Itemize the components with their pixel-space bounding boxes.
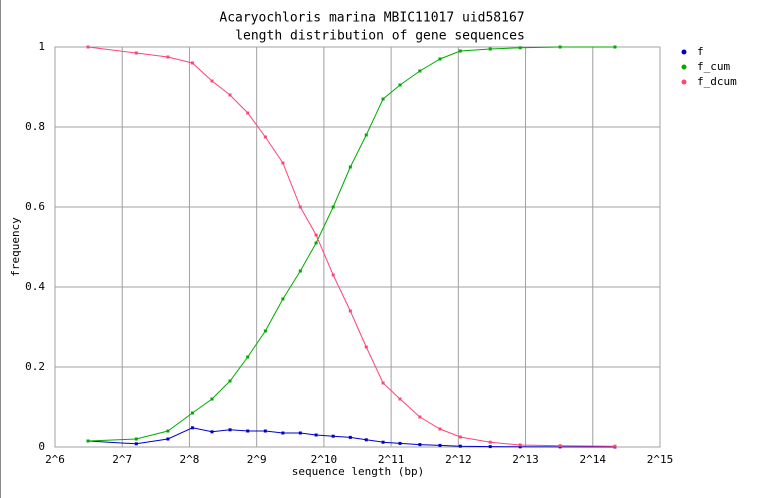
data-point bbox=[331, 434, 335, 438]
data-point bbox=[228, 379, 232, 383]
data-point bbox=[364, 345, 368, 349]
data-point bbox=[314, 233, 318, 237]
data-point bbox=[488, 445, 492, 449]
y-tick-label: 0.6 bbox=[25, 200, 45, 213]
data-point bbox=[458, 49, 462, 53]
data-point bbox=[246, 355, 250, 359]
y-tick-label: 0 bbox=[38, 440, 45, 453]
data-point bbox=[558, 444, 562, 448]
data-point bbox=[210, 430, 214, 434]
data-point bbox=[381, 381, 385, 385]
data-point bbox=[381, 440, 385, 444]
y-tick-label: 0.4 bbox=[25, 280, 45, 293]
x-tick-label: 2^9 bbox=[247, 453, 267, 466]
data-point bbox=[488, 440, 492, 444]
legend-marker bbox=[681, 79, 687, 85]
data-point bbox=[298, 269, 302, 273]
chart-title: Acaryochloris marina MBIC11017 uid58167 bbox=[219, 11, 524, 26]
x-tick-label: 2^10 bbox=[311, 453, 338, 466]
data-point bbox=[331, 205, 335, 209]
data-point bbox=[314, 433, 318, 437]
data-point bbox=[418, 415, 422, 419]
data-point bbox=[166, 429, 170, 433]
data-point bbox=[613, 444, 617, 448]
data-point bbox=[190, 426, 194, 430]
data-point bbox=[246, 429, 250, 433]
x-axis-label: sequence length (bp) bbox=[292, 465, 424, 478]
data-point bbox=[134, 51, 138, 55]
data-point bbox=[281, 297, 285, 301]
data-point bbox=[134, 437, 138, 441]
data-point bbox=[488, 47, 492, 51]
data-point bbox=[86, 45, 90, 49]
data-point bbox=[190, 61, 194, 65]
data-point bbox=[246, 111, 250, 115]
data-point bbox=[398, 441, 402, 445]
data-point bbox=[190, 411, 194, 415]
data-point bbox=[210, 79, 214, 83]
y-tick-label: 1 bbox=[38, 40, 45, 53]
data-point bbox=[458, 435, 462, 439]
data-point bbox=[398, 397, 402, 401]
data-point bbox=[398, 83, 402, 87]
data-point bbox=[263, 429, 267, 433]
data-point bbox=[458, 444, 462, 448]
x-tick-label: 2^6 bbox=[45, 453, 65, 466]
legend-label: f_dcum bbox=[697, 75, 737, 88]
legend-marker bbox=[681, 64, 687, 70]
data-point bbox=[348, 165, 352, 169]
data-point bbox=[438, 443, 442, 447]
data-point bbox=[348, 309, 352, 313]
data-point bbox=[348, 435, 352, 439]
data-point bbox=[166, 437, 170, 441]
data-point bbox=[558, 45, 562, 49]
data-point bbox=[418, 443, 422, 447]
data-point bbox=[281, 431, 285, 435]
x-tick-label: 2^13 bbox=[512, 453, 539, 466]
data-point bbox=[166, 55, 170, 59]
data-point bbox=[518, 46, 522, 50]
data-point bbox=[210, 397, 214, 401]
x-tick-label: 2^11 bbox=[378, 453, 405, 466]
legend-marker bbox=[681, 49, 687, 55]
data-point bbox=[438, 427, 442, 431]
data-point bbox=[263, 329, 267, 333]
data-point bbox=[134, 442, 138, 446]
x-tick-label: 2^8 bbox=[180, 453, 200, 466]
data-point bbox=[298, 205, 302, 209]
data-point bbox=[364, 438, 368, 442]
data-point bbox=[518, 445, 522, 449]
x-tick-label: 2^14 bbox=[580, 453, 607, 466]
data-point bbox=[86, 439, 90, 443]
data-point bbox=[364, 133, 368, 137]
data-point bbox=[263, 135, 267, 139]
chart-subtitle: length distribution of gene sequences bbox=[235, 29, 525, 44]
data-point bbox=[314, 241, 318, 245]
legend-label: f bbox=[697, 45, 704, 58]
plot-frame bbox=[54, 46, 661, 448]
data-point bbox=[381, 97, 385, 101]
data-point bbox=[418, 69, 422, 73]
data-point bbox=[331, 273, 335, 277]
y-axis-label: frequency bbox=[9, 217, 22, 277]
data-point bbox=[438, 57, 442, 61]
data-point bbox=[281, 161, 285, 165]
x-tick-label: 2^15 bbox=[647, 453, 674, 466]
data-point bbox=[298, 431, 302, 435]
x-tick-label: 2^7 bbox=[112, 453, 132, 466]
legend-label: f_cum bbox=[697, 60, 730, 73]
y-tick-label: 0.2 bbox=[25, 360, 45, 373]
x-tick-label: 2^12 bbox=[445, 453, 472, 466]
data-point bbox=[518, 443, 522, 447]
y-tick-label: 0.8 bbox=[25, 120, 45, 133]
data-point bbox=[228, 428, 232, 432]
data-point bbox=[613, 45, 617, 49]
data-point bbox=[228, 93, 232, 97]
